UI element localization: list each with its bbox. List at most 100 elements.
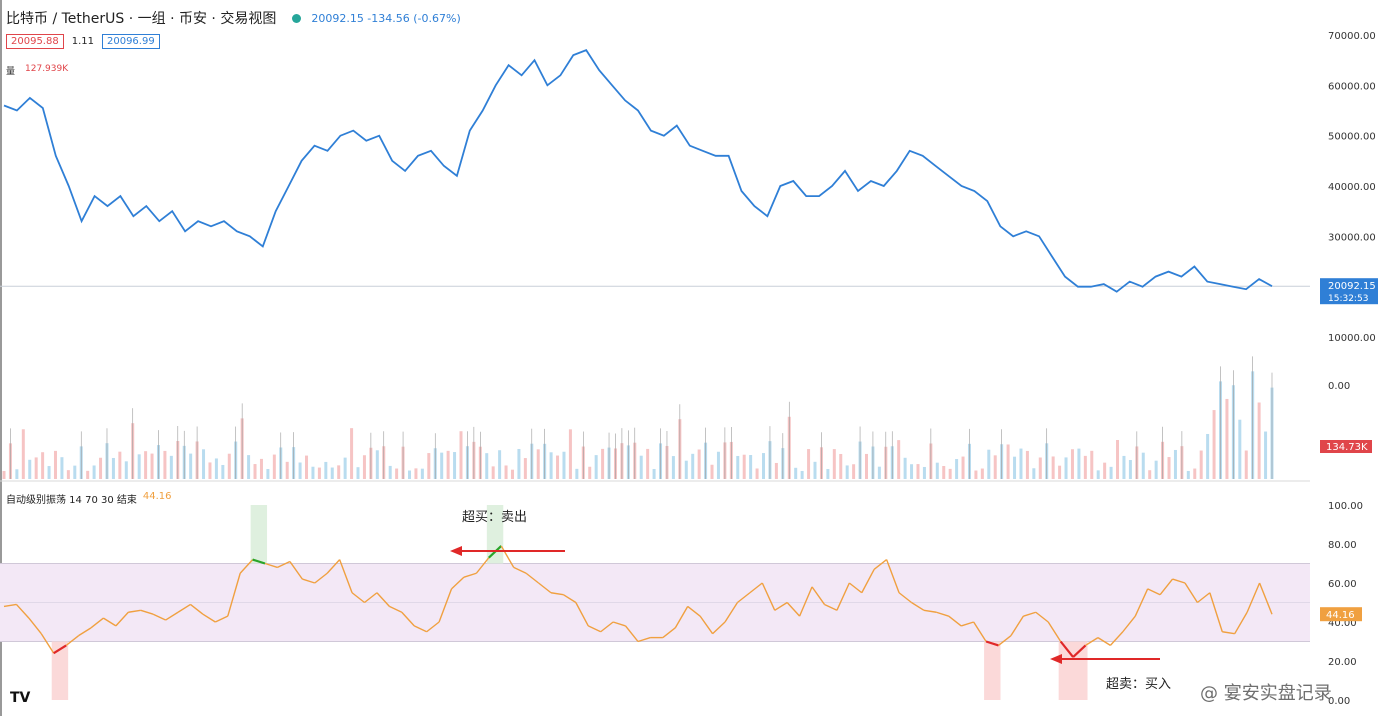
volume-bar bbox=[974, 470, 978, 479]
volume-bar bbox=[961, 456, 965, 479]
price-axis-tick: 30000.00 bbox=[1328, 232, 1376, 243]
oscillator-axis-tick: 40.00 bbox=[1328, 618, 1357, 629]
oscillator-segment bbox=[936, 611, 949, 617]
volume-label: 量 bbox=[6, 67, 16, 77]
oscillator-segment bbox=[28, 617, 42, 635]
oscillator-segment bbox=[1234, 611, 1248, 635]
volume-bar bbox=[124, 461, 128, 479]
oscillator-segment bbox=[90, 617, 104, 629]
volume-bar bbox=[214, 458, 218, 479]
oscillator-segment bbox=[1010, 615, 1024, 637]
oscillator-segment bbox=[1209, 592, 1223, 632]
volume-bar bbox=[922, 466, 926, 479]
oscillator-segment bbox=[1097, 637, 1111, 646]
oscillator-segment bbox=[364, 592, 378, 604]
oscillator-segment bbox=[687, 605, 701, 617]
oscillator-segment bbox=[438, 588, 453, 623]
oscillator-segment bbox=[1023, 611, 1037, 617]
volume-bar bbox=[523, 458, 527, 479]
oscillator-segment bbox=[289, 561, 303, 580]
oscillator-segment bbox=[848, 582, 863, 594]
volume-bar bbox=[813, 461, 817, 479]
oscillator-segment bbox=[413, 625, 427, 633]
oscillator-segment bbox=[563, 594, 577, 604]
volume-bar bbox=[1051, 456, 1055, 479]
overbought-note: 超买：卖出 bbox=[462, 510, 528, 525]
oscillator-segment bbox=[215, 615, 229, 623]
volume-bar bbox=[41, 452, 45, 479]
oscillator-segment bbox=[239, 559, 254, 574]
oscillator-segment bbox=[1059, 640, 1074, 658]
volume-bar bbox=[826, 469, 830, 479]
oscillator-segment bbox=[923, 609, 937, 613]
volume-bar bbox=[317, 467, 321, 479]
volume-bar bbox=[202, 449, 206, 479]
oscillator-segment bbox=[115, 611, 129, 627]
current-volume-badge bbox=[1320, 440, 1372, 453]
oscillator-segment bbox=[712, 621, 726, 635]
volume-bar bbox=[575, 468, 579, 479]
volume-bar bbox=[2, 471, 6, 479]
volume-bar bbox=[1206, 433, 1210, 479]
volume-bar bbox=[671, 456, 675, 479]
volume-bar bbox=[330, 467, 334, 479]
oscillator-segment bbox=[724, 602, 739, 623]
volume-bar bbox=[1032, 468, 1036, 479]
volume-bar bbox=[1006, 444, 1010, 479]
volume-bar bbox=[1212, 410, 1216, 479]
volume-bar bbox=[691, 453, 695, 479]
price-change-quote: 20092.15 -134.56 (-0.67%) bbox=[311, 11, 461, 25]
buy-price-button[interactable]: 20096.99 bbox=[101, 34, 160, 49]
volume-bar bbox=[993, 455, 997, 479]
volume-bar bbox=[99, 457, 103, 479]
oscillator-segment bbox=[326, 559, 341, 574]
volume-bar bbox=[742, 454, 746, 479]
volume-bar bbox=[517, 448, 521, 479]
volume-bar bbox=[568, 429, 572, 479]
volume-value: 127.939K bbox=[25, 64, 69, 74]
oscillator-axis-tick: 60.00 bbox=[1328, 579, 1357, 590]
tradingview-logo[interactable]: TV bbox=[10, 690, 31, 706]
volume-bar bbox=[1173, 449, 1177, 479]
volume-bar bbox=[716, 451, 720, 479]
volume-bar bbox=[845, 465, 849, 479]
volume-bar bbox=[1122, 455, 1126, 479]
oscillator-segment bbox=[376, 592, 390, 607]
oscillator-segment bbox=[1047, 621, 1062, 642]
oscillator-segment bbox=[1122, 615, 1136, 633]
volume-bar bbox=[1244, 450, 1248, 479]
oscillator-segment bbox=[948, 615, 962, 627]
current-time-label: 15:32:53 bbox=[1328, 294, 1368, 304]
volume-bar bbox=[311, 466, 315, 479]
volume-bar bbox=[832, 449, 836, 479]
oscillator-segment bbox=[898, 592, 912, 604]
volume-bar bbox=[1058, 465, 1062, 479]
volume-bar bbox=[897, 440, 901, 479]
volume-bar bbox=[266, 469, 270, 479]
volume-bar bbox=[395, 468, 399, 479]
oscillator-segment bbox=[302, 578, 315, 584]
oscillator-segment bbox=[1072, 644, 1087, 658]
oscillator-segment bbox=[836, 582, 850, 611]
indicator-legend[interactable]: 自动级别振荡 14 70 30 结束 44.16 bbox=[6, 491, 172, 506]
volume-bar bbox=[652, 468, 656, 479]
volume-bar bbox=[498, 450, 502, 479]
oscillator-segment bbox=[1109, 631, 1124, 646]
volume-bar bbox=[324, 461, 328, 479]
volume-bar bbox=[189, 453, 193, 479]
sell-price-button[interactable]: 20095.88 bbox=[6, 34, 64, 49]
oscillator-segment bbox=[338, 559, 353, 593]
oscillator-segment bbox=[40, 633, 55, 654]
indicator-value: 44.16 bbox=[142, 491, 172, 502]
oscillator-segment bbox=[1035, 611, 1049, 623]
volume-bar bbox=[556, 455, 560, 479]
oscillator-segment bbox=[961, 621, 974, 627]
oscillator-segment bbox=[1246, 582, 1261, 613]
volume-bar bbox=[118, 451, 122, 479]
volume-bar bbox=[21, 429, 25, 479]
oscillator-segment bbox=[128, 609, 141, 613]
oscillator-bands bbox=[0, 563, 1310, 642]
volume-legend: 量 127.939K bbox=[6, 64, 68, 77]
oscillator-segment bbox=[1085, 637, 1099, 646]
